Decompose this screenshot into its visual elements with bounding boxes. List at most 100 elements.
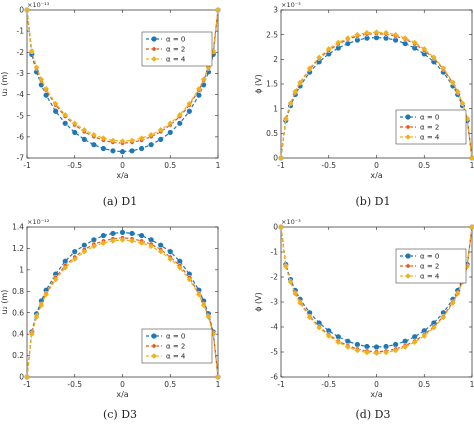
chart-c-x-axis-label: x/a [116,390,128,399]
chart-a-y-tick-label: -5 [17,111,25,120]
chart-c-series-2-point [28,331,35,338]
chart-a-series-0-point [72,129,78,136]
chart-c-series-2-point [100,240,107,246]
chart-b-series-2-point [278,155,284,161]
chart-d-series-2-point [411,339,418,346]
chart-c-legend-swatch-marker [151,353,157,359]
chart-a-series-0-point [43,92,49,98]
chart-c-x-tick-label: 0 [120,380,125,389]
chart-c-series-2-point [24,374,30,380]
chart-a-series-0-point [167,129,173,136]
chart-d-series-0-point [373,344,380,350]
chart-b-series-2 [278,29,474,161]
chart-d-legend: α = 0 α = 2 α = 4 [395,248,467,284]
chart-b-series-2-point [402,35,409,42]
chart-a-legend-swatch-marker [151,56,157,62]
chart-d-x-axis-label: x/a [370,390,382,399]
chart-d-x-tick-label: -1 [277,380,285,389]
chart-b-series-2-point [344,35,351,42]
chart-a-series-2-point [100,135,107,142]
chart-c-legend-swatch-marker [151,343,157,349]
chart-b-y-tick-label: 3 [273,6,278,15]
chart-a-x-tick-label: 0 [120,161,125,170]
chart-c-series-2-point [71,256,78,263]
chart-b-y-tick-label: 1.5 [266,80,278,89]
chart-c-series-0-point [100,232,106,239]
chart-b-legend-swatch-marker [405,134,411,140]
chart-d-x-tick-label: 0 [374,380,379,389]
chart-a-series-0-point [100,145,106,152]
chart-c-x-tick-label: 1 [216,380,221,389]
chart-d-series-2-point [454,290,461,297]
chart-d-legend-swatch-marker [405,253,411,259]
chart-a-x-tick-label: -0.5 [67,161,82,170]
chart-d-series-0-point [326,328,332,334]
chart-d-y-tick-label: -3 [271,298,279,307]
chart-c-series-2-point [62,264,69,271]
chart-a-series-0-point [91,142,97,148]
chart-d-x-tick-label: -0.5 [321,380,336,389]
chart-a-series-0-point [196,92,202,98]
chart-d-series-2-point [383,349,389,356]
chart-c-series-2-point [38,302,45,309]
chart-b-series-2-point [325,46,332,52]
chart-c: -1 -0.5 0 0.5 1 0 0.2 0.4 0.6 0.8 1 1.2 1.4 x/a u₂ (m)… [0,218,221,399]
chart-a-y-tick-label: -3 [17,69,25,78]
chart-a-series-2-point [28,48,35,54]
chart-a-series-0-point [119,149,126,155]
chart-c-series-0-point [177,258,183,264]
chart-a-series-0-point [110,148,116,154]
chart-a-series-2-point [157,126,164,133]
chart-a-series-2-point [129,137,135,144]
chart-b-series-2-point [335,39,342,46]
chart-d-x-tick-label: 0.5 [418,380,430,389]
chart-b-series-2-point [287,100,294,107]
chart-b-series-2-point [411,39,418,46]
chart-d-y-tick-label: -4 [271,323,279,332]
chart-a-legend-label: α = 2 [166,46,185,54]
chart-c-series-0-point [62,258,68,264]
chart-b-series-2-point [392,31,399,38]
chart-d-legend-swatch-marker [405,273,411,279]
chart-c-y-tick-label: 0.2 [12,351,24,360]
chart-d-series-2-point [306,314,313,321]
chart-d-series-2-point [316,324,323,331]
chart-b-legend-label: α = 0 [420,114,439,122]
chart-d-series-2-point [354,347,361,354]
chart-c-series-0-point [81,242,87,248]
chart-a-series-2-point [110,137,116,144]
chart-a-x-tick-label: -1 [23,161,31,170]
chart-d-series-0-point [402,338,408,344]
chart-a-legend-label: α = 4 [166,56,186,64]
chart-c-y-tick-label: 1.2 [12,244,24,253]
chart-b-series-2-point [354,31,361,38]
chart-a-series-2-point [167,120,174,127]
chart-c-series-0-point [119,229,126,235]
chart-a-y-axis-label: u₂ (m) [0,72,9,97]
chart-b-series-2-point [383,29,389,36]
chart-c-series-2-point [81,248,88,255]
chart-b-series-2-point [450,79,456,86]
caption-a: (a) D1 [103,195,137,208]
chart-d-series-2 [278,224,474,357]
chart-a-series-2-point [71,120,78,127]
chart-a-series-2-point [138,135,145,142]
chart-c-series-2 [24,236,221,380]
chart-b-x-tick-label: -1 [277,161,285,170]
caption-d: (d) D3 [356,408,391,421]
chart-b-series-2-point [459,100,466,107]
chart-a-series-2-point [215,7,221,13]
chart-a-series-2-point [52,100,59,107]
chart-c-series-2-point [110,238,116,244]
chart-a-series-2-point [33,64,40,71]
chart-b-series-2-point [430,54,437,61]
chart-c-y-tick-label: 0.4 [12,330,24,339]
chart-c-series-0-point [110,230,116,237]
chart-b-series-0-point [402,40,408,47]
chart-c-series-0-point [167,249,173,255]
chart-b-legend-swatch-marker [405,114,411,120]
chart-d-series-2-point [325,333,332,339]
chart-b-y-tick-label: 0.5 [266,129,278,138]
chart-c-series-0-point [129,230,135,237]
chart-b-series-2-point [306,65,313,72]
